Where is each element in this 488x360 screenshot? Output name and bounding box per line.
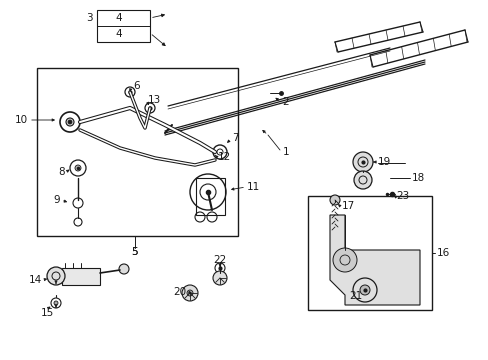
Text: 14: 14 xyxy=(29,275,42,285)
Circle shape xyxy=(119,264,129,274)
Text: 22: 22 xyxy=(213,255,226,265)
Text: 16: 16 xyxy=(436,248,449,258)
Circle shape xyxy=(359,285,369,295)
Text: 9: 9 xyxy=(53,195,60,205)
Circle shape xyxy=(332,248,356,272)
Text: 5: 5 xyxy=(131,247,138,257)
Text: 13: 13 xyxy=(148,95,161,105)
Text: 19: 19 xyxy=(377,157,390,167)
Circle shape xyxy=(213,271,226,285)
Text: 11: 11 xyxy=(246,182,260,192)
Text: 18: 18 xyxy=(411,173,425,183)
Text: 8: 8 xyxy=(58,167,65,177)
Bar xyxy=(307,196,431,310)
Text: 15: 15 xyxy=(41,308,54,318)
Bar xyxy=(62,268,100,285)
Text: 3: 3 xyxy=(86,13,93,23)
Text: 20: 20 xyxy=(173,287,185,297)
Circle shape xyxy=(66,118,74,126)
Text: 12: 12 xyxy=(218,152,231,162)
Polygon shape xyxy=(329,215,419,305)
Text: 2: 2 xyxy=(282,97,288,107)
Circle shape xyxy=(75,165,81,171)
Circle shape xyxy=(68,120,72,124)
Text: 5: 5 xyxy=(131,247,138,257)
Circle shape xyxy=(353,171,371,189)
Text: 23: 23 xyxy=(395,191,408,201)
Circle shape xyxy=(47,267,65,285)
Text: 1: 1 xyxy=(283,147,289,157)
Text: 4: 4 xyxy=(115,13,122,23)
Text: 7: 7 xyxy=(231,133,238,143)
Circle shape xyxy=(352,152,372,172)
Circle shape xyxy=(329,195,339,205)
Text: 17: 17 xyxy=(341,201,354,211)
Text: 6: 6 xyxy=(133,81,140,91)
Text: 4: 4 xyxy=(115,29,122,39)
Circle shape xyxy=(186,290,193,296)
Circle shape xyxy=(54,301,58,305)
Circle shape xyxy=(182,285,198,301)
Bar xyxy=(196,178,224,215)
Text: 21: 21 xyxy=(348,291,362,301)
Bar xyxy=(37,68,238,236)
Text: 10: 10 xyxy=(15,115,28,125)
Bar xyxy=(97,10,150,42)
